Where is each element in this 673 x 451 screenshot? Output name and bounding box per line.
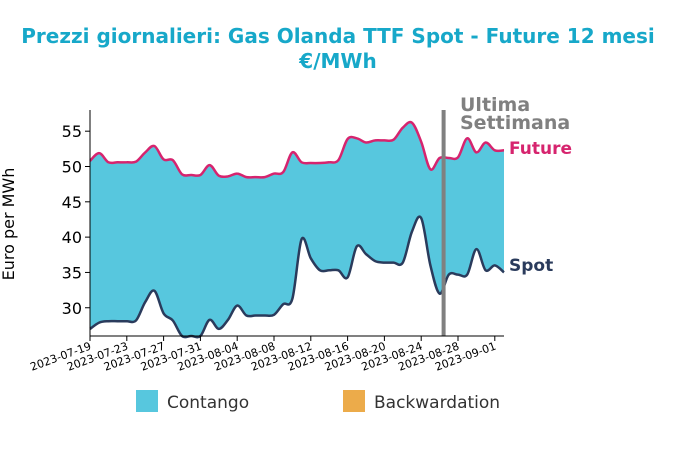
x-axis: 2023-07-192023-07-232023-07-272023-07-31… [28, 335, 504, 374]
last-week-label-line1: Ultima [460, 94, 530, 116]
legend: Contango Backwardation [136, 390, 500, 413]
spot-series-label: Spot [509, 256, 553, 276]
future-series-line [89, 120, 505, 179]
legend-label-backwardation: Backwardation [374, 393, 500, 413]
y-axis-label: Euro per MWh [0, 168, 18, 281]
y-tick-label: 40 [62, 228, 82, 247]
plot-area [89, 110, 505, 339]
y-tick-label: 50 [62, 158, 82, 177]
legend-swatch-backwardation [343, 390, 365, 412]
chart-title-line1: Prezzi giornalieri: Gas Olanda TTF Spot … [21, 24, 654, 48]
y-tick-label: 55 [62, 122, 82, 141]
spot-series-line [89, 215, 505, 339]
chart-title-line2: €/MWh [298, 49, 376, 73]
last-week-label-line2: Settimana [460, 112, 570, 134]
future-series-label: Future [509, 139, 572, 159]
y-axis: 30 35 40 45 50 55 [62, 110, 91, 336]
legend-label-contango: Contango [167, 393, 249, 413]
y-tick-label: 45 [62, 193, 82, 212]
y-tick-label: 35 [62, 263, 82, 282]
legend-swatch-contango [136, 390, 158, 412]
y-tick-label: 30 [62, 299, 82, 318]
